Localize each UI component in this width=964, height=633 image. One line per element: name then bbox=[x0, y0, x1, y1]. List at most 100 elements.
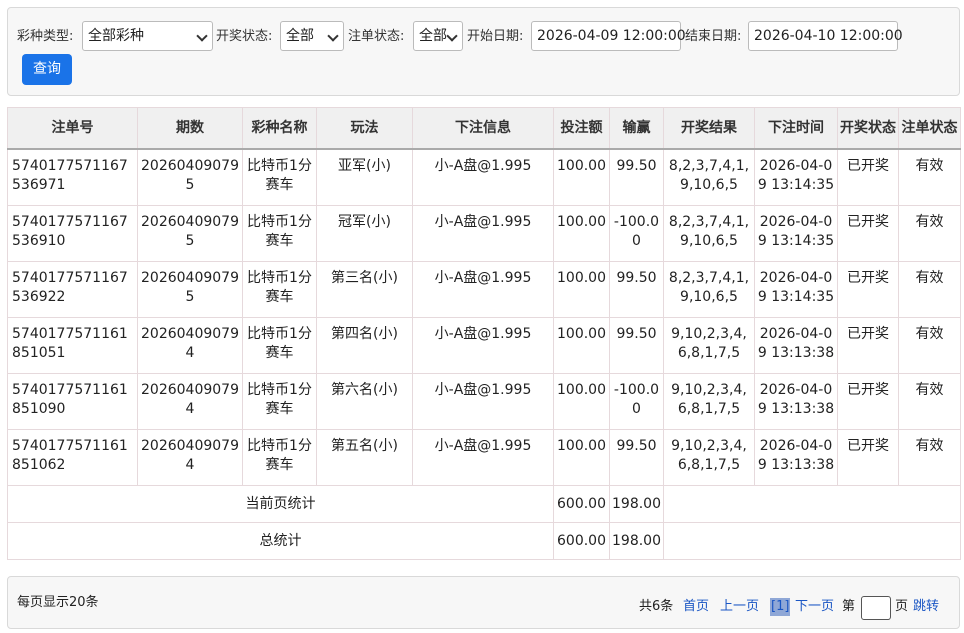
cell: 有效 bbox=[898, 204, 961, 262]
column-header: 彩种名称 bbox=[242, 107, 317, 150]
filter-label: 开奖状态: bbox=[216, 29, 273, 44]
lottery-type-select[interactable]: 全部彩种 bbox=[82, 21, 213, 51]
cell: 有效 bbox=[898, 316, 961, 374]
filter-panel: 彩种类型: 全部彩种 开奖状态: 全部 注单状态: 全部 开始日期: 2026-… bbox=[7, 7, 960, 96]
query-button[interactable]: 查询 bbox=[22, 54, 72, 85]
summary-amount: 600.00 bbox=[553, 484, 610, 523]
cell: 202604090794 bbox=[137, 316, 243, 374]
cell: 5740177571161851090 bbox=[7, 372, 138, 430]
bet-row: 5740177571161851062 202604090794 比特币1分赛车 第五… bbox=[7, 428, 961, 486]
cell: 8,2,3,7,4,1,9,10,6,5 bbox=[663, 204, 755, 262]
cell: 99.50 bbox=[609, 316, 664, 374]
cell: 已开奖 bbox=[837, 428, 899, 486]
cell: 99.50 bbox=[609, 148, 664, 206]
table-body: 5740177571167536971 202604090795 比特币1分赛车 亚军… bbox=[7, 148, 961, 560]
cell: 小-A盘@1.995 bbox=[412, 148, 554, 206]
cell: 5740177571167536971 bbox=[7, 148, 138, 206]
cell: 5740177571167536922 bbox=[7, 260, 138, 318]
page-input[interactable] bbox=[861, 596, 891, 620]
cell: 有效 bbox=[898, 428, 961, 486]
cell: 比特币1分赛车 bbox=[242, 428, 317, 486]
cell: 2026-04-09 13:14:35 bbox=[754, 204, 838, 262]
filter-label: 开始日期: bbox=[467, 29, 524, 44]
cell: 8,2,3,7,4,1,9,10,6,5 bbox=[663, 148, 755, 206]
page-suffix: 页 bbox=[895, 599, 909, 614]
cell: 99.50 bbox=[609, 428, 664, 486]
cell: 202604090794 bbox=[137, 372, 243, 430]
start-date-input[interactable]: 2026-04-09 12:00:00 bbox=[531, 21, 686, 51]
cell: 202604090795 bbox=[137, 260, 243, 318]
cell: 8,2,3,7,4,1,9,10,6,5 bbox=[663, 260, 755, 318]
header-row: 注单号 期数 彩种名称 玩法 下注信息 投注额 输赢 开奖结果 下注时间 开奖状态 注单状态 bbox=[7, 107, 961, 150]
current-page: [1] bbox=[770, 598, 791, 616]
filter-label: 结束日期: bbox=[685, 29, 742, 44]
cell: 比特币1分赛车 bbox=[242, 260, 317, 318]
cell: 已开奖 bbox=[837, 148, 899, 206]
cell: 9,10,2,3,4,6,8,1,7,5 bbox=[663, 316, 755, 374]
cell: 202604090795 bbox=[137, 204, 243, 262]
cell: 小-A盘@1.995 bbox=[412, 428, 554, 486]
cell: 100.00 bbox=[553, 148, 610, 206]
summary-label: 当前页统计 bbox=[7, 484, 554, 523]
cell: 比特币1分赛车 bbox=[242, 148, 317, 206]
end-date-input[interactable]: 2026-04-10 12:00:00 bbox=[748, 21, 903, 51]
cell: 100.00 bbox=[553, 372, 610, 430]
cell: 有效 bbox=[898, 260, 961, 318]
cell: 2026-04-09 13:13:38 bbox=[754, 428, 838, 486]
cell: 第六名(小) bbox=[316, 372, 413, 430]
cell: 2026-04-09 13:13:38 bbox=[754, 316, 838, 374]
cell: 9,10,2,3,4,6,8,1,7,5 bbox=[663, 428, 755, 486]
cell: 小-A盘@1.995 bbox=[412, 316, 554, 374]
cell: 小-A盘@1.995 bbox=[412, 372, 554, 430]
filter-label: 注单状态: bbox=[348, 29, 405, 44]
summary-amount: 600.00 bbox=[553, 521, 610, 560]
first-page-link[interactable]: 首页 bbox=[683, 599, 710, 614]
cell: 100.00 bbox=[553, 260, 610, 318]
column-header: 开奖结果 bbox=[663, 107, 755, 150]
draw-status-select[interactable]: 全部 bbox=[280, 21, 344, 51]
cell: 202604090795 bbox=[137, 148, 243, 206]
cell: 小-A盘@1.995 bbox=[412, 204, 554, 262]
summary-row: 总统计 600.00 198.00 bbox=[7, 521, 961, 560]
cell: 100.00 bbox=[553, 316, 610, 374]
bet-table: 注单号 期数 彩种名称 玩法 下注信息 投注额 输赢 开奖结果 下注时间 开奖状态 注单状态 574… bbox=[7, 107, 961, 560]
cell: 2026-04-09 13:14:35 bbox=[754, 148, 838, 206]
cell: 小-A盘@1.995 bbox=[412, 260, 554, 318]
cell: 有效 bbox=[898, 372, 961, 430]
cell: 第三名(小) bbox=[316, 260, 413, 318]
column-header: 注单状态 bbox=[898, 107, 961, 150]
cell: -100.00 bbox=[609, 204, 664, 262]
column-header: 玩法 bbox=[316, 107, 413, 150]
cell: 202604090794 bbox=[137, 428, 243, 486]
summary-empty bbox=[663, 521, 961, 560]
bet-row: 5740177571167536910 202604090795 比特币1分赛车 冠军… bbox=[7, 204, 961, 262]
column-header: 下注时间 bbox=[754, 107, 838, 150]
cell: 第四名(小) bbox=[316, 316, 413, 374]
cell: 有效 bbox=[898, 148, 961, 206]
cell: 比特币1分赛车 bbox=[242, 204, 317, 262]
column-header: 注单号 bbox=[7, 107, 138, 150]
bet-row: 5740177571167536971 202604090795 比特币1分赛车 亚军… bbox=[7, 148, 961, 206]
column-header: 下注信息 bbox=[412, 107, 554, 150]
bet-row: 5740177571161851090 202604090794 比特币1分赛车 第六… bbox=[7, 372, 961, 430]
bet-status-select[interactable]: 全部 bbox=[413, 21, 463, 51]
column-header: 输赢 bbox=[609, 107, 664, 150]
cell: 2026-04-09 13:14:35 bbox=[754, 260, 838, 318]
jump-link[interactable]: 跳转 bbox=[913, 599, 940, 614]
cell: 亚军(小) bbox=[316, 148, 413, 206]
cell: 5740177571161851062 bbox=[7, 428, 138, 486]
summary-win: 198.00 bbox=[609, 521, 664, 560]
summary-label: 总统计 bbox=[7, 521, 554, 560]
prev-page-link[interactable]: 上一页 bbox=[720, 599, 760, 614]
cell: 冠军(小) bbox=[316, 204, 413, 262]
column-header: 投注额 bbox=[553, 107, 610, 150]
cell: 9,10,2,3,4,6,8,1,7,5 bbox=[663, 372, 755, 430]
bet-row: 5740177571167536922 202604090795 比特币1分赛车 第三… bbox=[7, 260, 961, 318]
cell: 已开奖 bbox=[837, 260, 899, 318]
cell: 100.00 bbox=[553, 204, 610, 262]
cell: -100.00 bbox=[609, 372, 664, 430]
next-page-link[interactable]: 下一页 bbox=[795, 599, 835, 614]
summary-empty bbox=[663, 484, 961, 523]
